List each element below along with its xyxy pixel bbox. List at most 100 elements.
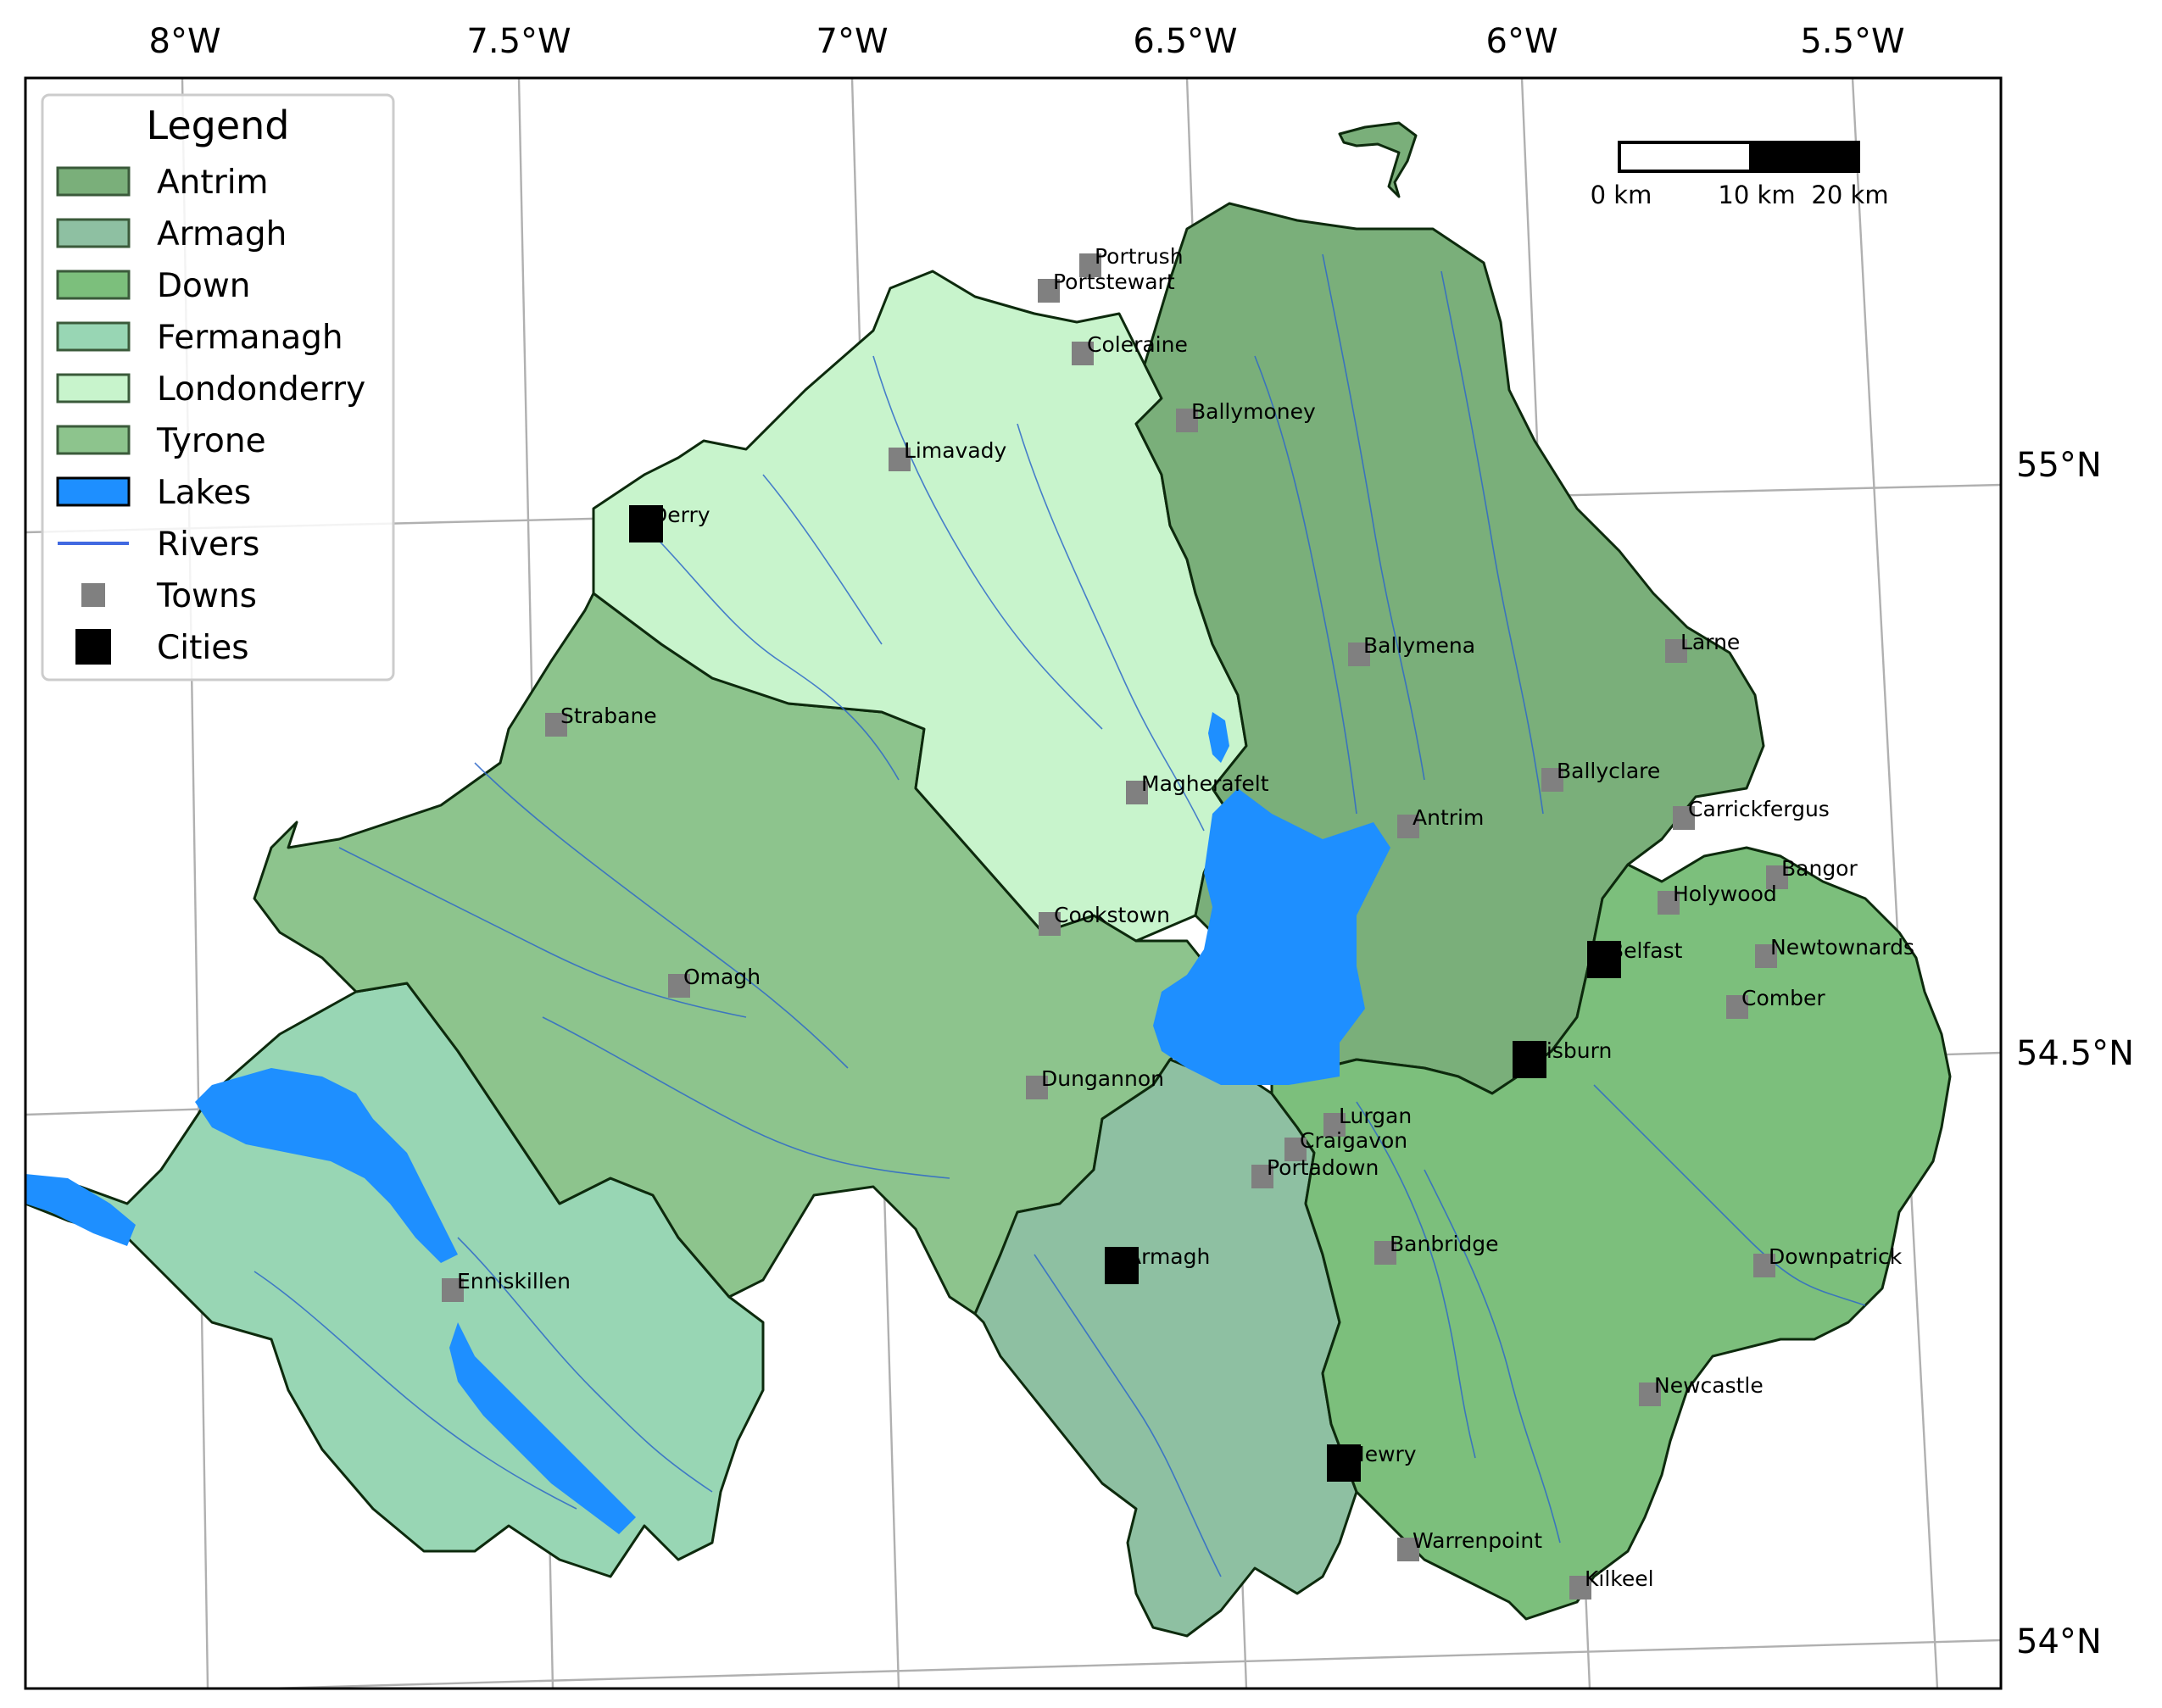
town-label: Enniskillen: [457, 1269, 571, 1294]
lakes: [25, 712, 1390, 1534]
counties: [25, 121, 1952, 1638]
legend-symbol-tyrone: [56, 425, 131, 455]
town-label: Antrim: [1413, 805, 1484, 830]
town-marker: [1397, 815, 1419, 838]
town-label: Kilkeel: [1585, 1566, 1654, 1591]
town-marker: [1348, 643, 1370, 666]
legend-symbol-cities: [75, 629, 111, 665]
city-marker: [1105, 1247, 1139, 1284]
town-label: Carrickfergus: [1688, 797, 1830, 821]
county-down: [1270, 846, 1952, 1621]
city-marker: [1513, 1041, 1546, 1078]
legend-symbol-londonderry: [56, 373, 131, 403]
town-marker: [1323, 1113, 1346, 1137]
town-label: Strabane: [560, 704, 657, 728]
town-marker: [1673, 806, 1695, 830]
town-label: Larne: [1680, 630, 1740, 654]
town-marker: [1072, 342, 1094, 365]
city-label: Lisburn: [1535, 1038, 1612, 1063]
scale-label-20: 20 km: [1811, 181, 1888, 209]
town-marker: [1569, 1576, 1591, 1600]
legend-symbol-lakes: [56, 476, 131, 507]
lat-label: 54°N: [2016, 1622, 2102, 1661]
lat-label: 54.5°N: [2016, 1034, 2134, 1073]
lough-fea: [1208, 712, 1229, 763]
town-label: Banbridge: [1390, 1232, 1499, 1256]
town-marker: [1639, 1383, 1661, 1406]
town-marker: [1753, 1254, 1775, 1277]
legend-label-towns: Towns: [156, 577, 257, 615]
town-marker: [1374, 1241, 1396, 1265]
legend-title: Legend: [147, 103, 290, 148]
rivers: [254, 253, 1866, 1577]
lon-label: 6.5°W: [1133, 22, 1237, 61]
legend-symbol-towns: [81, 583, 105, 607]
legend-label-fermanagh: Fermanagh: [157, 319, 343, 357]
town-label: Portstewart: [1053, 270, 1175, 294]
town-marker: [545, 713, 567, 737]
town-marker: [1397, 1538, 1419, 1561]
town-marker: [668, 974, 690, 998]
legend-symbol-antrim: [56, 166, 131, 197]
town-label: Ballymena: [1363, 633, 1475, 658]
town-marker: [1079, 253, 1101, 277]
scale-bar-white-segment: [1618, 141, 1752, 173]
lat-label: 55°N: [2016, 446, 2102, 485]
scale-bar: 0 km 10 km 20 km: [1591, 141, 1889, 209]
map-frame: [24, 76, 2003, 1690]
town-marker: [1766, 865, 1788, 889]
town-marker: [1176, 409, 1198, 432]
town-label: Downpatrick: [1769, 1244, 1903, 1269]
town-label: Craigavon: [1300, 1128, 1407, 1153]
town-label: Portrush: [1095, 244, 1184, 269]
city-label: Belfast: [1609, 938, 1683, 963]
legend-label-antrim: Antrim: [157, 164, 269, 202]
city-marker: [1587, 941, 1621, 978]
town-marker: [442, 1278, 464, 1302]
town-label: Omagh: [683, 965, 761, 989]
town-label: Ballymoney: [1191, 399, 1316, 424]
town-label: Portadown: [1267, 1155, 1379, 1180]
legend-label-cities: Cities: [157, 629, 249, 667]
legend-symbol-down: [56, 270, 131, 300]
town-marker: [1726, 995, 1748, 1019]
legend-label-lakes: Lakes: [157, 474, 251, 512]
lon-label: 8°W: [149, 22, 221, 61]
town-marker: [1541, 768, 1563, 792]
town-marker: [889, 448, 911, 471]
lower-lough-erne: [25, 1068, 458, 1263]
town-marker: [1026, 1076, 1048, 1099]
legend-label-rivers: Rivers: [157, 526, 259, 564]
lon-label: 5.5°W: [1800, 22, 1904, 61]
legend-label-tyrone: Tyrone: [156, 422, 266, 460]
legend-label-armagh: Armagh: [157, 215, 287, 253]
town-marker: [1284, 1138, 1307, 1161]
town-label: Magherafelt: [1141, 771, 1269, 796]
town-label: Dungannon: [1041, 1066, 1164, 1091]
town-marker: [1755, 944, 1777, 968]
scale-label-0: 0 km: [1591, 181, 1652, 209]
town-label: Ballyclare: [1557, 759, 1660, 783]
town-label: Bangor: [1781, 856, 1858, 881]
town-label: Holywood: [1673, 882, 1777, 906]
lon-label: 6°W: [1486, 22, 1558, 61]
lon-label: 7.5°W: [466, 22, 571, 61]
town-marker: [1658, 891, 1680, 915]
lough-neagh: [1153, 788, 1390, 1085]
legend-label-down: Down: [157, 267, 251, 305]
legend-symbol-armagh: [56, 218, 131, 248]
rathlin-island: [1338, 121, 1418, 198]
town-label: Cookstown: [1054, 903, 1170, 927]
town-label: Comber: [1741, 986, 1825, 1010]
legend: Legend Antrim Armagh Down Fermanagh Londonde…: [41, 93, 395, 682]
scale-label-10: 10 km: [1718, 181, 1795, 209]
town-label: Newtownards: [1770, 935, 1914, 960]
scale-bar-black-segment: [1749, 141, 1860, 173]
town-marker: [1665, 639, 1687, 663]
town-label: Coleraine: [1087, 332, 1188, 357]
legend-symbol-fermanagh: [56, 321, 131, 352]
city-marker: [629, 505, 663, 542]
